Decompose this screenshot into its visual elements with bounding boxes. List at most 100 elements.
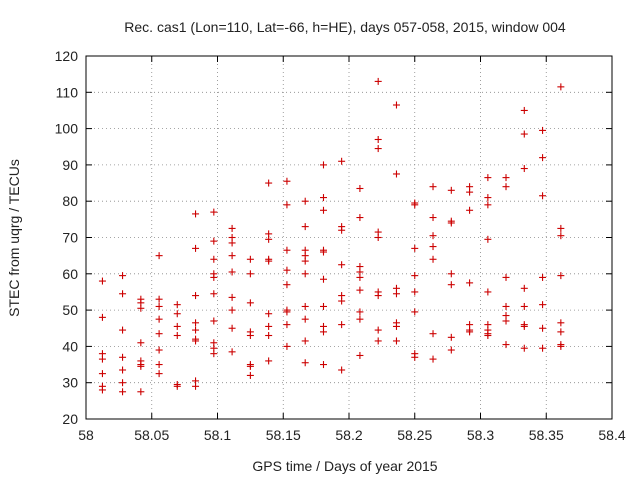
data-point	[210, 208, 218, 216]
data-point	[520, 344, 528, 352]
data-point	[246, 255, 254, 263]
data-point	[210, 317, 218, 325]
data-point	[301, 359, 309, 367]
data-point	[155, 370, 163, 378]
data-point	[520, 302, 528, 310]
data-point	[246, 270, 254, 278]
data-point	[356, 214, 364, 222]
data-point	[520, 165, 528, 173]
data-point	[283, 308, 291, 316]
data-point	[374, 77, 382, 85]
data-point	[338, 366, 346, 374]
data-point	[137, 388, 145, 396]
data-point	[411, 244, 419, 252]
data-point	[98, 386, 106, 394]
y-tick-labels: 20 30 40 50 60 70 80 90 100 110 120	[55, 48, 79, 427]
data-point	[429, 255, 437, 263]
data-point	[338, 226, 346, 234]
x-tick-label: 58	[78, 427, 94, 443]
data-point	[319, 206, 327, 214]
data-point	[210, 273, 218, 281]
data-points	[98, 77, 565, 396]
data-point	[173, 301, 181, 309]
data-point	[338, 261, 346, 269]
grid-lines	[86, 56, 612, 419]
y-tick-label: 70	[62, 230, 78, 246]
data-point	[338, 157, 346, 165]
data-point	[301, 315, 309, 323]
x-tick-label: 58.25	[397, 427, 432, 443]
data-point	[155, 330, 163, 338]
y-tick-label: 90	[62, 157, 78, 173]
data-point	[319, 194, 327, 202]
data-point	[283, 266, 291, 274]
data-point	[301, 302, 309, 310]
data-point	[466, 188, 474, 196]
data-point	[228, 293, 236, 301]
data-point	[411, 353, 419, 361]
data-point	[319, 302, 327, 310]
data-point	[539, 154, 547, 162]
data-point	[192, 337, 200, 345]
data-point	[484, 194, 492, 202]
data-point	[411, 288, 419, 296]
data-point	[283, 281, 291, 289]
data-point	[429, 183, 437, 191]
data-point	[155, 252, 163, 260]
data-point	[265, 332, 273, 340]
x-tick-label: 58.15	[266, 427, 301, 443]
data-point	[228, 324, 236, 332]
x-tick-labels: 58 58.05 58.1 58.15 58.2 58.25 58.3 58.35 58.4	[78, 427, 626, 443]
data-point	[392, 290, 400, 298]
data-point	[447, 281, 455, 289]
data-point	[246, 362, 254, 370]
data-point	[484, 174, 492, 182]
data-point	[539, 324, 547, 332]
data-point	[374, 135, 382, 143]
data-point	[173, 332, 181, 340]
data-point	[210, 350, 218, 358]
data-point	[411, 272, 419, 280]
x-tick-label: 58.05	[134, 427, 169, 443]
data-point	[484, 235, 492, 243]
data-point	[98, 355, 106, 363]
data-point	[502, 317, 510, 325]
data-point	[392, 337, 400, 345]
data-point	[265, 179, 273, 187]
data-point	[502, 183, 510, 191]
data-point	[301, 270, 309, 278]
x-tick-label: 58.1	[204, 427, 231, 443]
data-point	[119, 326, 127, 334]
data-point	[411, 308, 419, 316]
data-point	[173, 382, 181, 390]
data-point	[265, 235, 273, 243]
data-point	[374, 145, 382, 153]
x-axis-label: GPS time / Days of year 2015	[252, 458, 437, 474]
data-point	[557, 342, 565, 350]
data-point	[228, 306, 236, 314]
data-point	[356, 351, 364, 359]
data-point	[192, 210, 200, 218]
data-point	[137, 304, 145, 312]
y-tick-label: 60	[62, 266, 78, 282]
data-point	[192, 244, 200, 252]
data-point	[301, 337, 309, 345]
data-point	[319, 248, 327, 256]
x-tick-label: 58.35	[529, 427, 564, 443]
data-point	[228, 252, 236, 260]
data-point	[283, 246, 291, 254]
data-point	[119, 272, 127, 280]
data-point	[484, 201, 492, 209]
data-point	[338, 321, 346, 329]
data-point	[246, 371, 254, 379]
data-point	[557, 83, 565, 91]
y-tick-label: 80	[62, 193, 78, 209]
data-point	[192, 326, 200, 334]
data-point	[210, 237, 218, 245]
data-point	[539, 344, 547, 352]
data-point	[265, 322, 273, 330]
data-point	[557, 272, 565, 280]
data-point	[520, 322, 528, 330]
data-point	[374, 234, 382, 241]
